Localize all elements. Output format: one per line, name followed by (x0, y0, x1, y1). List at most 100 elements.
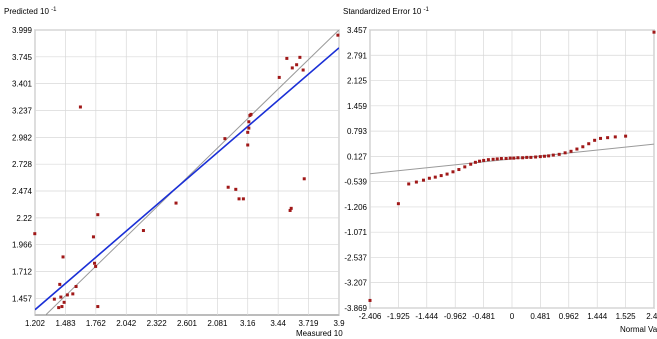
data-point (547, 154, 551, 158)
y-tick-label: -1.206 (344, 203, 367, 212)
data-point (587, 142, 591, 146)
data-point (439, 174, 443, 178)
x-tick-label: 1.525 (616, 312, 637, 321)
x-tick-label: 2.40 (646, 312, 657, 321)
x-tick-label: 2.601 (177, 319, 198, 328)
data-point (289, 206, 293, 210)
data-point (62, 300, 66, 304)
data-point (65, 293, 69, 297)
y-tick-label: 3.401 (12, 80, 33, 89)
data-point (508, 156, 512, 160)
y-tick-label: 2.474 (12, 187, 33, 196)
x-tick-label: 2.081 (207, 319, 228, 328)
data-point (451, 170, 455, 174)
data-point (285, 56, 289, 60)
data-point (512, 156, 516, 160)
data-point (234, 187, 238, 191)
data-point (563, 151, 567, 155)
x-tick-label: 1.483 (56, 319, 77, 328)
data-point (295, 63, 299, 67)
data-point (433, 175, 437, 179)
y-tick-label: 1.459 (347, 102, 368, 111)
y-tick-label: 1.457 (12, 294, 33, 303)
reference-line (44, 30, 339, 315)
data-point (52, 297, 56, 301)
chart-title-left-exponent: -1 (51, 7, 57, 13)
x-tick-label: -2.406 (359, 312, 382, 321)
y-tick-label: 1.966 (12, 241, 33, 250)
data-point (478, 159, 482, 163)
data-point (298, 55, 302, 59)
data-point (290, 66, 294, 70)
data-point (516, 156, 520, 160)
y-tick-label: -3.869 (344, 304, 367, 313)
x-tick-label: 0.481 (530, 312, 551, 321)
data-point (96, 305, 100, 309)
data-point (593, 138, 597, 142)
x-tick-label: -0.962 (444, 312, 467, 321)
data-point (486, 158, 490, 162)
data-point (469, 162, 473, 166)
y-tick-label: 2.791 (347, 51, 368, 60)
y-tick-label: -0.539 (344, 178, 367, 187)
x-axis-label-left: Measured 10 (296, 329, 343, 338)
x-tick-label: -1.925 (387, 312, 410, 321)
y-tick-label: 2.982 (12, 133, 33, 142)
data-point (246, 130, 250, 134)
data-point (141, 229, 145, 233)
data-point (302, 177, 306, 181)
data-point (581, 145, 585, 149)
y-tick-label: -3.207 (344, 279, 367, 288)
lines-left (35, 30, 339, 315)
y-tick-label: 0.793 (347, 127, 368, 136)
y-tick-label: -2.537 (344, 253, 367, 262)
data-point (499, 157, 503, 161)
data-point (542, 154, 546, 158)
data-point (247, 126, 251, 130)
x-tick-label: 1.444 (587, 312, 608, 321)
data-point (288, 208, 292, 212)
y-tick-label: 2.22 (16, 214, 32, 223)
points-left (33, 33, 340, 310)
x-tick-label: -1.444 (415, 312, 438, 321)
x-tick-label: 1.762 (86, 319, 107, 328)
data-point (473, 160, 477, 164)
data-point (599, 136, 603, 140)
data-point (91, 235, 95, 239)
data-point (237, 197, 241, 201)
data-point (606, 136, 610, 140)
grid-right (369, 29, 655, 309)
y-tick-label: 2.728 (12, 160, 33, 169)
data-point (277, 75, 281, 79)
x-tick-label: 3.719 (298, 319, 319, 328)
chart-title-left: Predicted 10 -1 (4, 7, 57, 16)
x-ticks-right: -2.406 -1.925 -1.444 -0.962 -0.481 0 0.481 0.96… (359, 312, 657, 321)
data-point (246, 143, 250, 147)
data-point (463, 165, 467, 169)
data-point (557, 152, 561, 156)
lines-right (370, 143, 654, 175)
x-tick-label: 3.16 (240, 319, 256, 328)
data-point (247, 120, 251, 124)
data-point (241, 197, 245, 201)
data-point (174, 201, 178, 205)
data-point (445, 172, 449, 176)
data-point (336, 33, 340, 37)
data-point (407, 182, 411, 186)
data-point (93, 261, 97, 265)
x-tick-label: 1.202 (25, 319, 46, 328)
data-point (624, 134, 628, 138)
reference-line (370, 143, 654, 175)
data-point (396, 202, 400, 206)
data-point (538, 155, 542, 159)
data-point (71, 292, 75, 296)
x-axis-label-right: Normal Val (620, 325, 657, 334)
y-tick-label: 3.237 (12, 106, 33, 115)
data-point (59, 295, 63, 299)
data-point (575, 147, 579, 151)
y-tick-label: 1.712 (12, 267, 33, 276)
regression-line (35, 47, 339, 311)
data-point (491, 157, 495, 161)
data-point (94, 264, 98, 268)
